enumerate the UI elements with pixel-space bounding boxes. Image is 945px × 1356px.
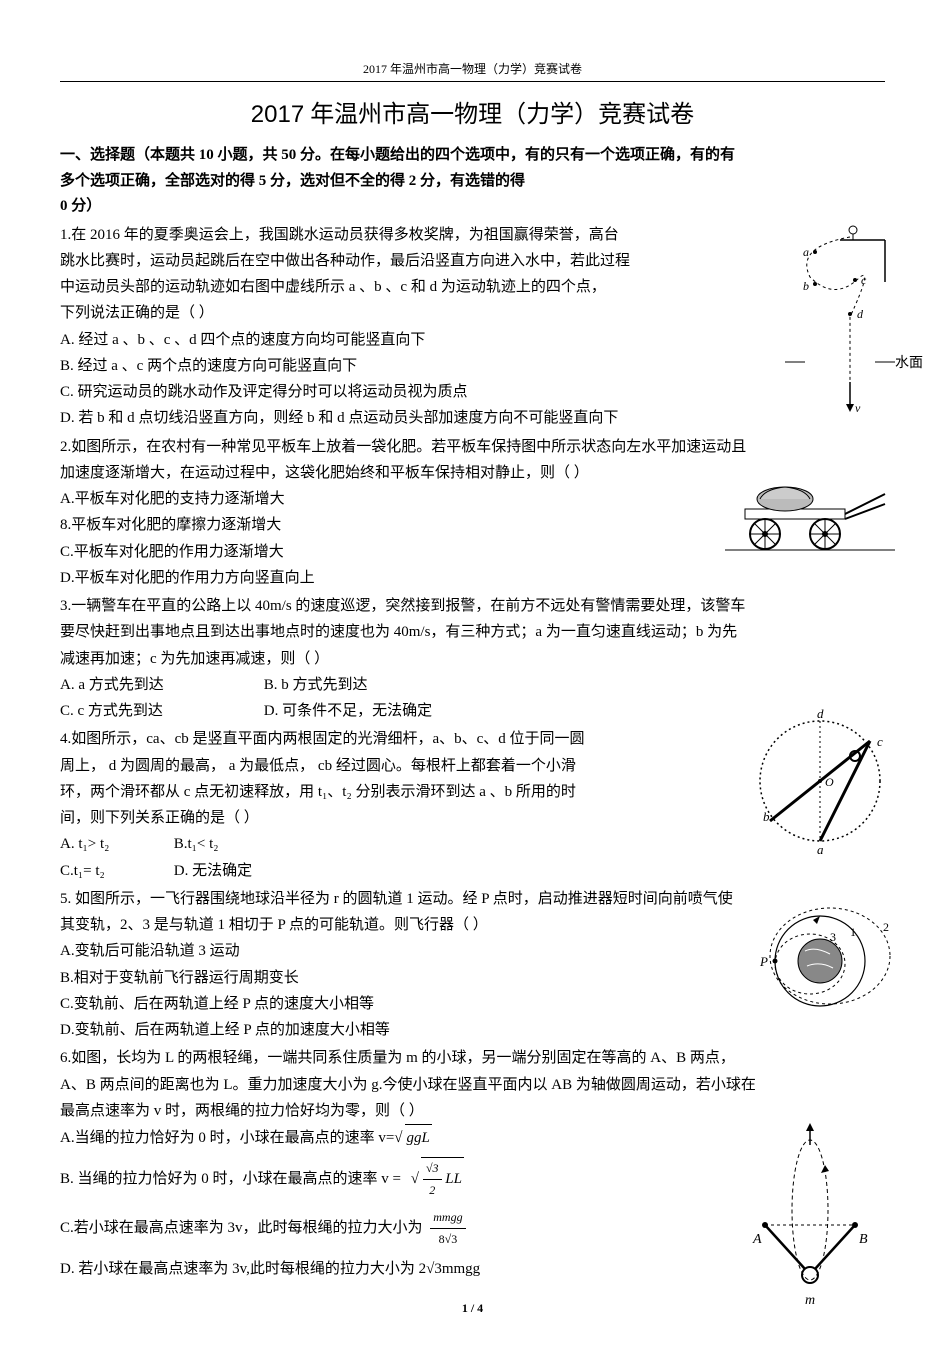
q3-opt-b: B. b 方式先到达 bbox=[264, 677, 368, 693]
q3-opt-d: D. 可条件不足，无法确定 bbox=[264, 703, 432, 719]
q4-line-4: 间，则下列关系正确的是（ ） bbox=[60, 805, 725, 831]
running-header: 2017 年温州市高一物理（力学）竞赛试卷 bbox=[60, 60, 885, 77]
svg-text:B: B bbox=[859, 1232, 868, 1247]
q6-line-1: 6.如图，长均为 L 的两根轻绳，一端共同系住质量为 m 的小球，另一端分别固定… bbox=[60, 1045, 885, 1071]
q2-line-1: 2.如图所示，在农村有一种常见平板车上放着一袋化肥。若平板车保持图中所示状态向左… bbox=[60, 434, 885, 460]
svg-text:A: A bbox=[752, 1232, 762, 1247]
q5-opt-a: A.变轨后可能沿轨道 3 运动 bbox=[60, 938, 715, 964]
svg-text:P: P bbox=[759, 954, 768, 969]
svg-text:v: v bbox=[855, 401, 861, 415]
q1-line-4: 下列说法正确的是（ ） bbox=[60, 300, 735, 326]
page-title: 2017 年温州市高一物理（力学）竞赛试卷 bbox=[60, 94, 885, 129]
q4-line-1: 4.如图所示，ca、cb 是竖直平面内两根固定的光滑细杆，a、b、c、d 位于同… bbox=[60, 726, 725, 752]
title-rest: 年温州市高一物理（力学）竞赛试卷 bbox=[310, 102, 694, 128]
header-rule bbox=[60, 81, 885, 82]
section-line-3: 0 分） bbox=[60, 194, 885, 220]
question-4: d a c b O 4.如图所示，ca、cb 是竖直平面内两根固定的光滑细 bbox=[60, 726, 885, 884]
q2-opt-c: C.平板车对化肥的作用力逐渐增大 bbox=[60, 539, 705, 565]
q5-opt-c: C.变轨前、后在两轨道上经 P 点的速度大小相等 bbox=[60, 991, 715, 1017]
q5-opt-d: D.变轨前、后在两轨道上经 P 点的加速度大小相等 bbox=[60, 1017, 715, 1043]
q3-line-2: 要尽快赶到出事地点且到达出事地点时的速度也为 40m/s，有三种方式；a 为一直… bbox=[60, 619, 885, 645]
svg-text:a: a bbox=[803, 245, 809, 259]
q4-line-3: 环，两个滑环都从 c 点无初速释放，用 t₁、t₂ 分别表示滑环到达 a 、b … bbox=[60, 779, 725, 805]
q6-figure: A B m bbox=[725, 1115, 895, 1305]
question-5: P 1 2 3 5. 如图所示，一飞行器围绕地球沿半径为 r 的圆轨道 1 运动… bbox=[60, 886, 885, 1044]
question-2: 2.如图所示，在农村有一种常见平板车上放着一袋化肥。若平板车保持图中所示状态向左… bbox=[60, 434, 885, 592]
svg-text:b: b bbox=[763, 809, 770, 824]
title-year: 2017 bbox=[251, 101, 304, 128]
q3-opt-c: C. c 方式先到达 bbox=[60, 698, 260, 724]
q2-opt-a: A.平板车对化肥的支持力逐渐增大 bbox=[60, 486, 705, 512]
q3-line-3: 减速再加速；c 为先加速再减速，则（ ） bbox=[60, 646, 885, 672]
q1-line-1: 1.在 2016 年的夏季奥运会上，我国跳水运动员获得多枚奖牌，为祖国赢得荣誉，… bbox=[60, 222, 735, 248]
q2-figure bbox=[725, 464, 895, 574]
q4-figure: d a c b O bbox=[745, 706, 895, 856]
q2-opt-d: D.平板车对化肥的作用力方向竖直向上 bbox=[60, 565, 705, 591]
question-1: a b c d v 水面 1.在 2016 年的夏季奥运会上，我国跳水运动员获得… bbox=[60, 222, 885, 432]
q3-opt-a: A. a 方式先到达 bbox=[60, 672, 260, 698]
q5-figure: P 1 2 3 bbox=[735, 896, 895, 1026]
q1-opt-a: A. 经过 a 、b 、c 、d 四个点的速度方向均可能竖直向下 bbox=[60, 327, 735, 353]
q1-line-3: 中运动员头部的运动轨迹如右图中虚线所示 a 、b 、c 和 d 为运动轨迹上的四… bbox=[60, 274, 735, 300]
q4-opt-d: D. 无法确定 bbox=[174, 863, 252, 879]
question-3: 3.一辆警车在平直的公路上以 40m/s 的速度巡逻，突然接到报警，在前方不远处… bbox=[60, 593, 885, 724]
q1-figure: a b c d v 水面 bbox=[755, 222, 895, 422]
q4-line-2: 周上， d 为圆周的最高， a 为最低点， cb 经过圆心。每根杆上都套着一个小… bbox=[60, 753, 725, 779]
q1-opt-b: B. 经过 a 、c 两个点的速度方向可能竖直向下 bbox=[60, 353, 735, 379]
q1-water-label: 水面 bbox=[895, 352, 923, 372]
svg-text:3: 3 bbox=[830, 930, 836, 944]
q5-line-2: 其变轨，2、3 是与轨道 1 相切于 P 点的可能轨道。则飞行器（ ） bbox=[60, 912, 715, 938]
q1-line-2: 跳水比赛时，运动员起跳后在空中做出各种动作，最后沿竖直方向进入水中，若此过程 bbox=[60, 248, 735, 274]
q6-line-2: A、B 两点间的距离也为 L。重力加速度大小为 g.今使小球在竖直平面内以 AB… bbox=[60, 1072, 885, 1098]
section-line-1: 一、选择题（本题共 10 小题，共 50 分。在每小题给出的四个选项中，有的只有… bbox=[60, 143, 885, 169]
q4-opt-c: C.t₁= t₂ bbox=[60, 858, 170, 884]
svg-text:d: d bbox=[817, 706, 824, 721]
svg-text:c: c bbox=[877, 734, 883, 749]
svg-text:d: d bbox=[857, 307, 864, 321]
q5-opt-b: B.相对于变轨前飞行器运行周期变长 bbox=[60, 965, 715, 991]
svg-text:1: 1 bbox=[850, 925, 856, 939]
svg-text:b: b bbox=[803, 279, 809, 293]
exam-page: 2017 年温州市高一物理（力学）竞赛试卷 2017 年温州市高一物理（力学）竞… bbox=[0, 0, 945, 1356]
section-1-heading: 一、选择题（本题共 10 小题，共 50 分。在每小题给出的四个选项中，有的只有… bbox=[60, 143, 885, 220]
q6-opt-c: C.若小球在最高点速率为 3v，此时每根绳的拉力大小为 mmgg8√3 bbox=[60, 1207, 705, 1250]
q1-opt-c: C. 研究运动员的跳水动作及评定得分时可以将运动员视为质点 bbox=[60, 379, 735, 405]
q3-line-1: 3.一辆警车在平直的公路上以 40m/s 的速度巡逻，突然接到报警，在前方不远处… bbox=[60, 593, 885, 619]
q6-opt-a: A.当绳的拉力恰好为 0 时，小球在最高点的速率 v=ggL bbox=[60, 1124, 705, 1151]
q4-opt-a: A. t₁> t₂ bbox=[60, 831, 170, 857]
svg-text:c: c bbox=[861, 273, 867, 287]
section-line-2: 多个选项正确，全部选对的得 5 分，选对但不全的得 2 分，有选错的得 bbox=[60, 169, 885, 195]
q4-opt-b: B.t₁< t₂ bbox=[174, 836, 219, 852]
question-6: A B m 6.如图，长均为 L 的两根轻绳，一端共同系住质量为 m 的小 bbox=[60, 1045, 885, 1282]
svg-text:2: 2 bbox=[883, 920, 889, 934]
svg-text:a: a bbox=[817, 842, 824, 856]
q6-opt-d: D. 若小球在最高点速率为 3v,此时每根绳的拉力大小为 2√3mmgg bbox=[60, 1256, 705, 1282]
q6-opt-b: B. 当绳的拉力恰好为 0 时，小球在最高点的速率 v = √32 LL bbox=[60, 1157, 705, 1201]
q6-m-label: m bbox=[805, 1293, 815, 1309]
q2-opt-b: 8.平板车对化肥的摩擦力逐渐增大 bbox=[60, 512, 705, 538]
